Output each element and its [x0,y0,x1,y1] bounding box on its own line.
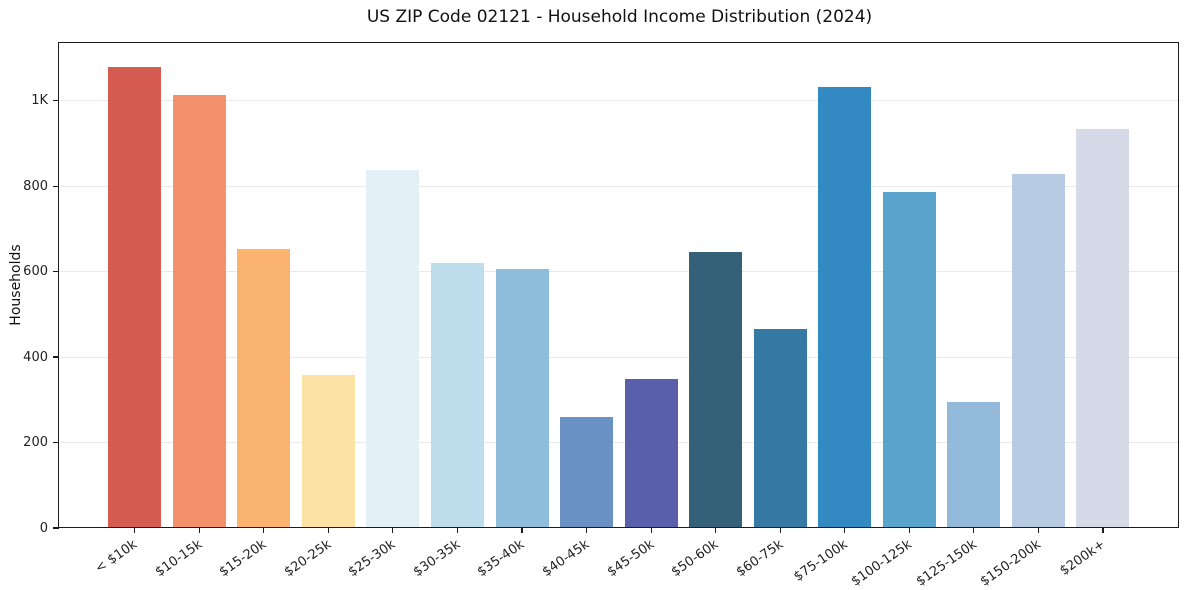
bar-$100-125k [882,192,936,528]
x-tick-label: $60-75k [733,537,786,581]
bar-$150-200k [1011,174,1065,528]
x-tick-mark [392,528,394,533]
x-tick-mark [908,528,910,533]
bar-$75-100k [818,87,872,528]
x-tick-mark [585,528,588,533]
x-tick-label: $75-100k [791,537,851,585]
bar-$50-60k [689,252,743,528]
bar-$45-50k [624,378,678,528]
x-tick-mark [198,528,200,533]
x-tick-label: < $10k [92,537,141,577]
gridline [59,100,1180,102]
gridline [59,185,1180,187]
gridline [59,441,1180,444]
y-tick-label: 600 [23,264,48,280]
x-tick-mark [327,528,329,533]
x-tick-mark [263,528,265,533]
y-tick-label: 0 [39,520,48,536]
y-tick-label: 1K [31,93,48,109]
y-tick-label: 400 [23,349,48,365]
x-tick-label: $50-60k [668,537,722,581]
x-tick-mark [456,528,459,533]
x-tick-label: $30-35k [410,537,464,581]
y-tick-mark [53,185,59,187]
bar-$40-45k [560,416,614,528]
x-tick-mark [521,528,523,533]
bar-$30-35k [430,263,484,528]
bar-$125-150k [947,402,1001,528]
gridline [59,356,1180,358]
bar-$15-20k [237,249,291,528]
x-tick-label: $200k+ [1057,537,1109,579]
bar-$200k+ [1076,129,1130,528]
x-tick-label: $10-15k [152,537,205,581]
x-tick-mark [134,528,136,533]
y-tick-mark [53,441,59,444]
x-tick-mark [1102,528,1104,533]
x-tick-mark [650,528,652,533]
x-tick-label: $15-20k [216,537,270,581]
x-tick-label: $150-200k [977,537,1044,590]
x-tick-label: $100-125k [848,537,915,590]
x-tick-label: $40-45k [539,537,593,581]
x-tick-label: $20-25k [281,537,334,581]
x-tick-mark [973,528,975,533]
chart-title: US ZIP Code 02121 - Household Income Dis… [366,7,873,27]
x-tick-label: $125-150k [913,537,980,590]
y-tick-label: 800 [23,178,48,194]
x-tick-mark [715,528,717,533]
y-tick-mark [53,527,59,529]
bar-$35-40k [495,269,549,528]
x-tick-label: $25-30k [346,537,399,581]
bar-$25-30k [366,170,420,528]
x-tick-mark [1037,528,1039,533]
x-tick-mark [844,528,846,533]
bar-$10-15k [172,95,226,528]
y-tick-mark [53,356,59,358]
gridline [59,271,1180,273]
x-tick-label: $45-50k [604,537,657,581]
y-tick-mark [53,100,59,102]
y-tick-mark [53,271,59,273]
x-tick-label: $35-40k [475,537,528,581]
bar-$20-25k [301,375,355,528]
x-tick-mark [779,528,781,533]
y-tick-label: 200 [23,435,48,451]
bar-$60-75k [753,328,807,528]
bar-< $10k [108,66,162,528]
